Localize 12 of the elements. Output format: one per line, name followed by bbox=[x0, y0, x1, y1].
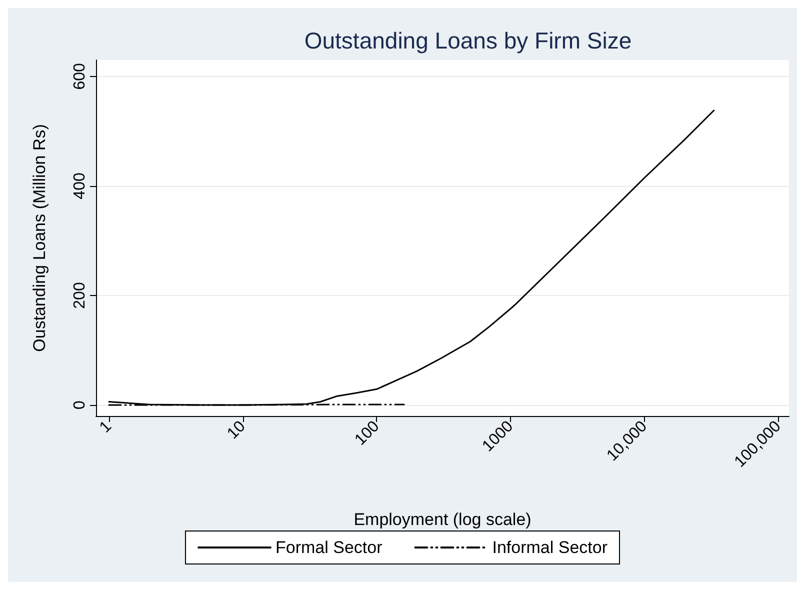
x-axis-title: Employment (log scale) bbox=[354, 510, 532, 529]
legend-label: Informal Sector bbox=[492, 538, 608, 557]
y-tick-label: 0 bbox=[72, 400, 88, 410]
x-tick-label: 100 bbox=[352, 418, 383, 449]
y-axis-title: Oustanding Loans (Million Rs) bbox=[30, 124, 49, 352]
chart-title: Outstanding Loans by Firm Size bbox=[304, 28, 632, 54]
y-tick-label: 400 bbox=[72, 172, 88, 200]
x-tick-label: 1 bbox=[96, 418, 116, 436]
x-tick-label: 10 bbox=[224, 418, 249, 443]
y-tick-label: 200 bbox=[72, 282, 88, 309]
legend-label: Formal Sector bbox=[275, 538, 383, 557]
y-tick-label: 600 bbox=[72, 62, 88, 90]
